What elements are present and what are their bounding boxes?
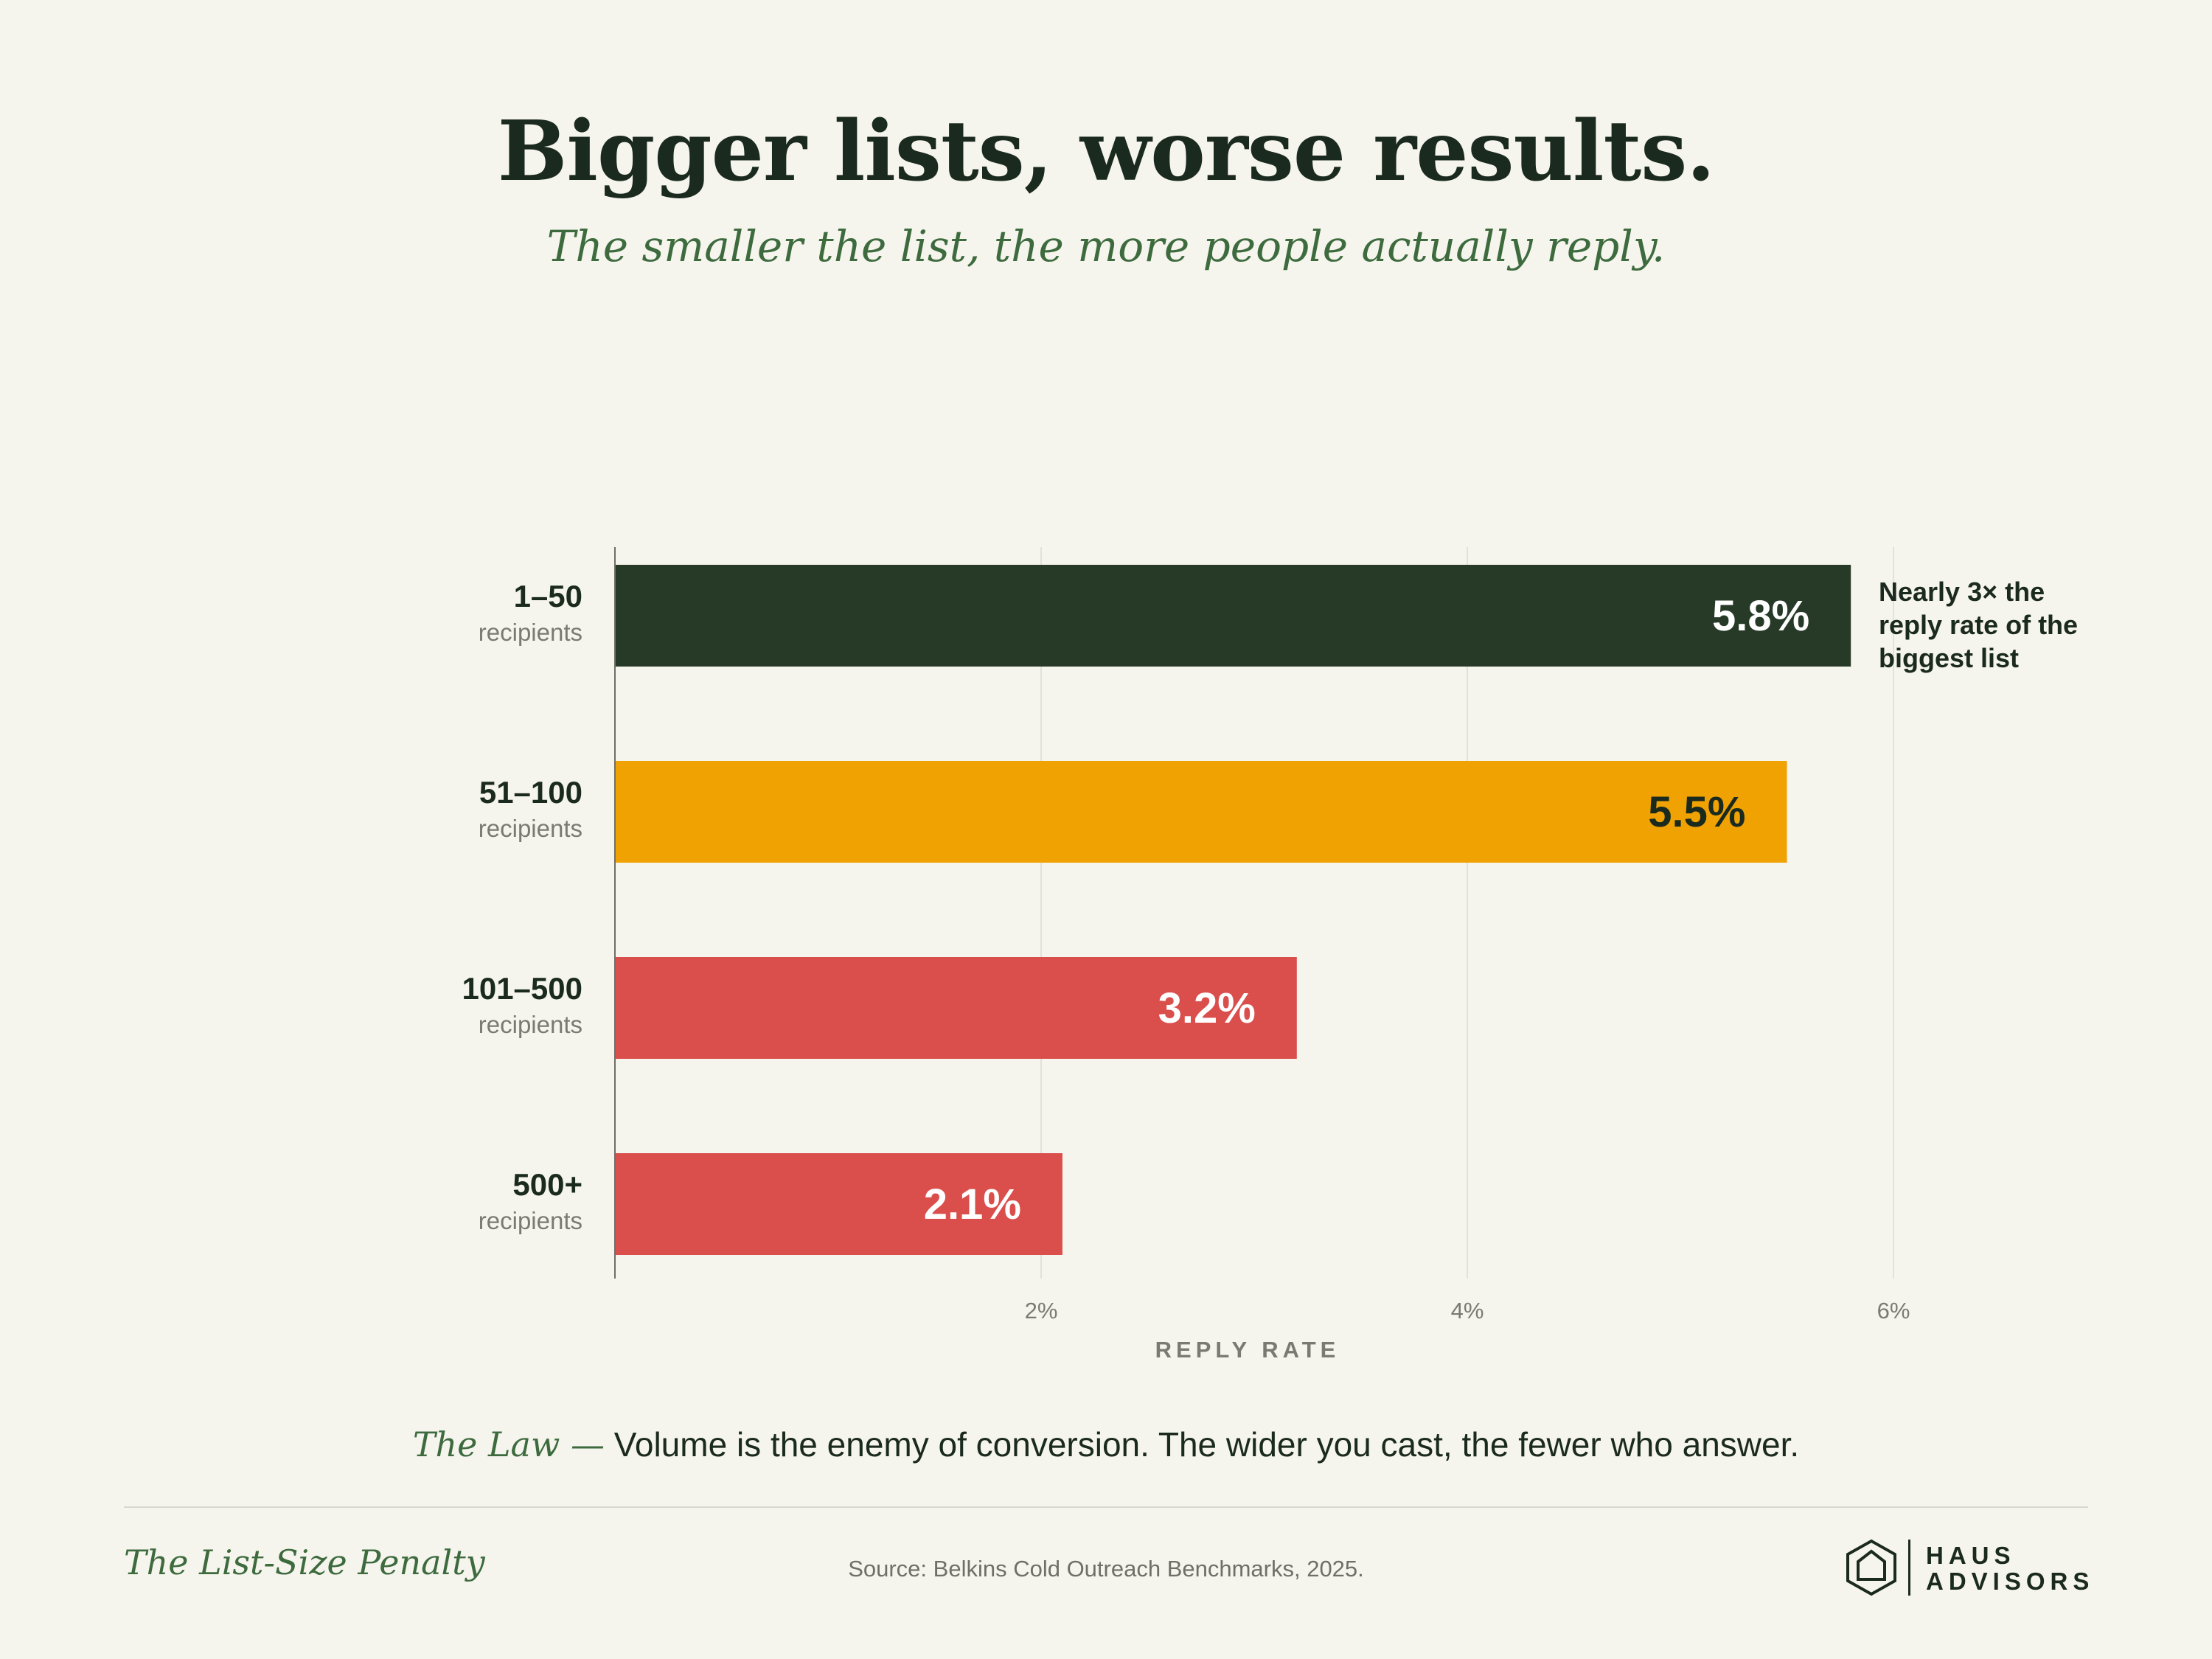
law-statement: The Law — Volume is the enemy of convers…	[0, 1425, 2212, 1464]
bar-value-label: 2.1%	[924, 1180, 1021, 1228]
category-sublabel: recipients	[479, 815, 582, 842]
chart-title: Bigger lists, worse results.	[497, 103, 1716, 200]
x-tick-label: 4%	[1451, 1298, 1484, 1324]
footer-divider	[124, 1506, 2088, 1508]
logo-separator	[1908, 1540, 1910, 1596]
logo-line-2: ADVISORS	[1926, 1568, 2095, 1595]
x-tick-label: 6%	[1877, 1298, 1910, 1324]
x-axis-title: REPLY RATE	[1155, 1337, 1340, 1363]
bar	[615, 761, 1787, 863]
house-hexagon-icon	[1846, 1539, 1896, 1596]
bar	[615, 565, 1851, 667]
bar	[615, 1153, 1062, 1255]
bar-value-label: 5.8%	[1712, 592, 1809, 640]
x-tick-label: 2%	[1025, 1298, 1058, 1324]
category-sublabel: recipients	[479, 1207, 582, 1234]
footer-title: The List-Size Penalty	[124, 1543, 485, 1582]
category-sublabel: recipients	[479, 1011, 582, 1038]
category-label: 1–50	[514, 579, 582, 613]
law-text: Volume is the enemy of conversion. The w…	[613, 1425, 1800, 1464]
chart-subtitle: The smaller the list, the more people ac…	[546, 221, 1666, 271]
category-label: 51–100	[479, 775, 582, 810]
logo-wordmark: HAUS ADVISORS	[1926, 1543, 2094, 1594]
category-label: 101–500	[462, 971, 582, 1006]
brand-logo: HAUS ADVISORS	[1843, 1537, 2089, 1599]
bar-value-label: 5.5%	[1648, 788, 1745, 836]
chart-annotation: Nearly 3× the reply rate of the biggest …	[1879, 577, 2079, 673]
law-prefix: The Law —	[412, 1425, 605, 1464]
logo-line-1: HAUS	[1926, 1542, 2016, 1569]
bar	[615, 957, 1297, 1059]
category-label: 500+	[512, 1167, 582, 1202]
category-sublabel: recipients	[479, 619, 582, 646]
bar-value-label: 3.2%	[1158, 984, 1256, 1032]
source-note: Source: Belkins Cold Outreach Benchmarks…	[848, 1556, 1364, 1582]
